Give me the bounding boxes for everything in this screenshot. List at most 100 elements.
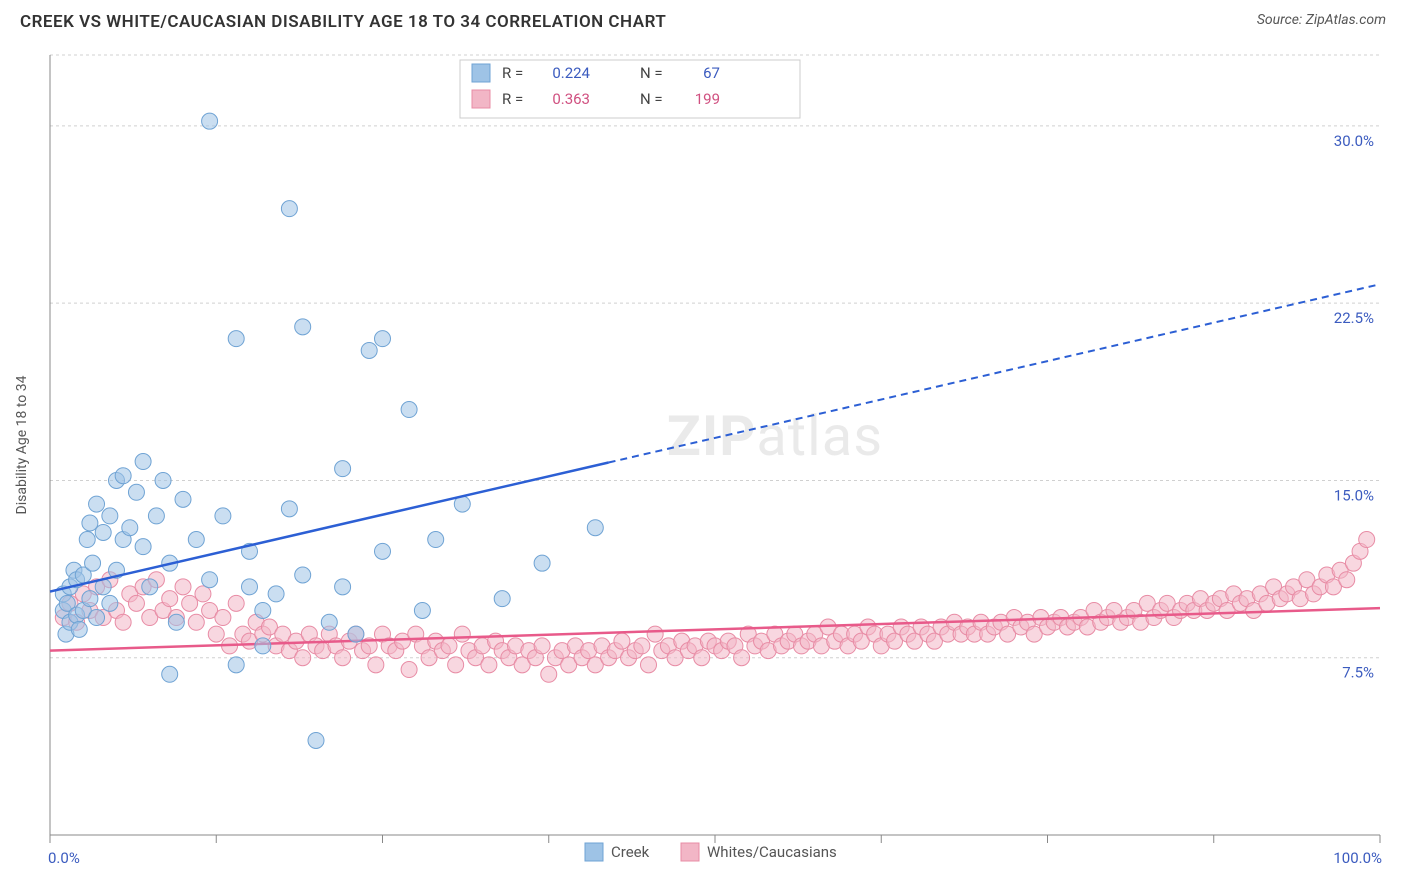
data-point bbox=[102, 508, 118, 524]
data-point bbox=[401, 402, 417, 418]
data-point bbox=[375, 331, 391, 347]
data-point bbox=[321, 614, 337, 630]
data-point bbox=[182, 595, 198, 611]
data-point bbox=[295, 567, 311, 583]
data-point bbox=[541, 666, 557, 682]
data-point bbox=[195, 586, 211, 602]
data-point bbox=[228, 595, 244, 611]
data-point bbox=[115, 468, 131, 484]
legend-swatch bbox=[472, 90, 490, 108]
data-point bbox=[135, 454, 151, 470]
data-point bbox=[401, 662, 417, 678]
legend-n-value: 67 bbox=[703, 64, 720, 82]
y-tick-label: 7.5% bbox=[1342, 664, 1374, 682]
data-point bbox=[142, 579, 158, 595]
data-point bbox=[255, 638, 271, 654]
legend-n-label: N = bbox=[640, 90, 663, 108]
data-point bbox=[215, 508, 231, 524]
data-point bbox=[155, 472, 171, 488]
legend-n-value: 199 bbox=[695, 90, 720, 108]
data-point bbox=[268, 586, 284, 602]
data-point bbox=[694, 650, 710, 666]
data-point bbox=[734, 650, 750, 666]
data-point bbox=[308, 732, 324, 748]
correlation-scatter-chart: 7.5%15.0%22.5%30.0%0.0%100.0%Disability … bbox=[0, 45, 1406, 892]
data-point bbox=[89, 610, 105, 626]
data-point bbox=[95, 524, 111, 540]
data-point bbox=[441, 638, 457, 654]
data-point bbox=[587, 520, 603, 536]
legend-n-label: N = bbox=[640, 64, 663, 82]
legend-series-label: Whites/Caucasians bbox=[707, 843, 837, 861]
data-point bbox=[188, 532, 204, 548]
data-point bbox=[82, 591, 98, 607]
data-point bbox=[414, 602, 430, 618]
trend-line-dashed bbox=[609, 284, 1380, 462]
legend-r-value: 0.363 bbox=[552, 90, 590, 108]
data-point bbox=[295, 650, 311, 666]
data-point bbox=[255, 602, 271, 618]
data-point bbox=[647, 626, 663, 642]
data-point bbox=[534, 638, 550, 654]
data-point bbox=[335, 579, 351, 595]
data-point bbox=[202, 113, 218, 129]
data-point bbox=[102, 595, 118, 611]
x-tick-label: 0.0% bbox=[48, 849, 80, 867]
data-point bbox=[168, 614, 184, 630]
data-point bbox=[128, 595, 144, 611]
data-point bbox=[148, 508, 164, 524]
watermark: ZIPatlas bbox=[667, 403, 883, 469]
data-point bbox=[481, 657, 497, 673]
legend-swatch bbox=[681, 843, 699, 861]
data-point bbox=[614, 633, 630, 649]
data-point bbox=[208, 626, 224, 642]
data-point bbox=[128, 484, 144, 500]
data-point bbox=[175, 579, 191, 595]
legend-swatch bbox=[585, 843, 603, 861]
data-point bbox=[534, 555, 550, 571]
data-point bbox=[162, 591, 178, 607]
data-point bbox=[368, 657, 384, 673]
data-point bbox=[188, 614, 204, 630]
data-point bbox=[215, 610, 231, 626]
data-point bbox=[242, 579, 258, 595]
data-point bbox=[115, 614, 131, 630]
data-point bbox=[428, 532, 444, 548]
legend-r-label: R = bbox=[502, 64, 523, 82]
legend-r-label: R = bbox=[502, 90, 523, 108]
data-point bbox=[89, 496, 105, 512]
data-point bbox=[634, 638, 650, 654]
data-point bbox=[348, 626, 364, 642]
y-tick-label: 15.0% bbox=[1334, 486, 1374, 504]
x-tick-label: 100.0% bbox=[1333, 849, 1382, 867]
data-point bbox=[71, 621, 87, 637]
data-point bbox=[295, 319, 311, 335]
data-point bbox=[79, 532, 95, 548]
data-point bbox=[135, 539, 151, 555]
data-point bbox=[85, 555, 101, 571]
data-point bbox=[335, 461, 351, 477]
data-point bbox=[175, 491, 191, 507]
data-point bbox=[228, 331, 244, 347]
data-point bbox=[1359, 532, 1375, 548]
legend-series-label: Creek bbox=[611, 843, 650, 861]
legend-r-value: 0.224 bbox=[552, 64, 590, 82]
y-tick-label: 30.0% bbox=[1334, 132, 1374, 150]
source-label: Source: ZipAtlas.com bbox=[1257, 12, 1386, 28]
y-tick-label: 22.5% bbox=[1334, 309, 1374, 327]
data-point bbox=[281, 501, 297, 517]
data-point bbox=[122, 520, 138, 536]
data-point bbox=[82, 515, 98, 531]
data-point bbox=[202, 572, 218, 588]
legend-swatch bbox=[472, 64, 490, 82]
chart-container: 7.5%15.0%22.5%30.0%0.0%100.0%Disability … bbox=[0, 45, 1406, 892]
data-point bbox=[454, 626, 470, 642]
data-point bbox=[228, 657, 244, 673]
data-point bbox=[494, 591, 510, 607]
data-point bbox=[162, 666, 178, 682]
data-point bbox=[361, 342, 377, 358]
data-point bbox=[1339, 572, 1355, 588]
data-point bbox=[375, 543, 391, 559]
data-point bbox=[641, 657, 657, 673]
data-point bbox=[281, 201, 297, 217]
